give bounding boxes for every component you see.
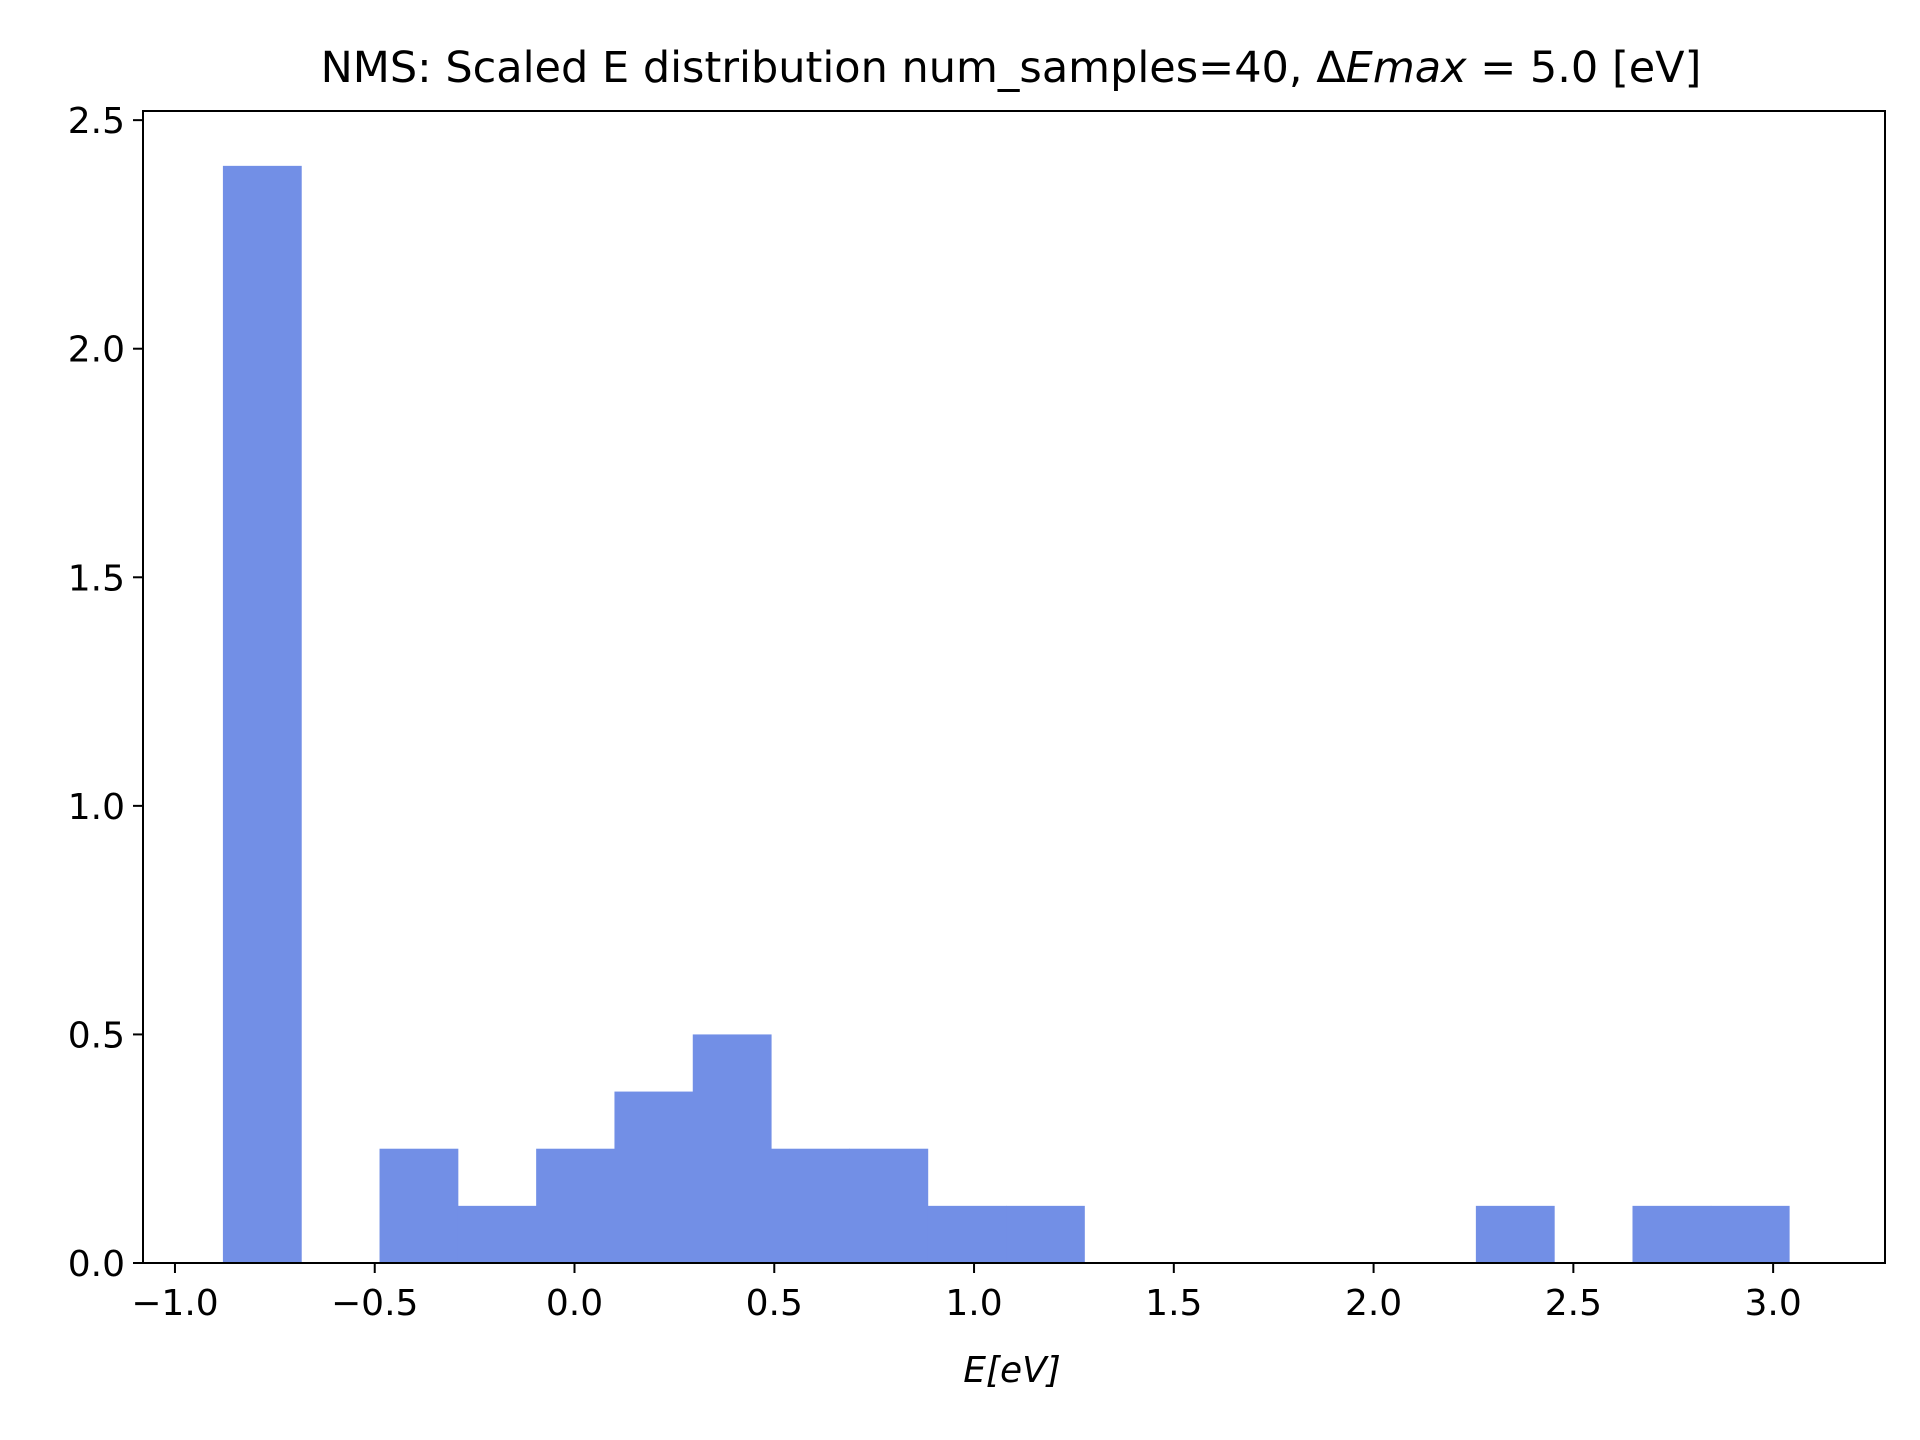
chart-title-italic: Emax (1346, 43, 1467, 93)
x-tick-label: 0.0 (546, 1283, 603, 1324)
histogram-bar (1632, 1205, 1712, 1263)
x-tick-label: −1.0 (131, 1283, 218, 1324)
histogram-bar (1006, 1205, 1085, 1263)
x-tick-label: −0.5 (331, 1283, 418, 1324)
histogram-bar (1475, 1205, 1555, 1263)
y-tick-label: 2.0 (68, 330, 125, 371)
histogram-bar (692, 1034, 772, 1263)
x-tick-label: 1.0 (945, 1283, 1002, 1324)
plot-frame (142, 110, 1886, 1264)
x-tick-label: 2.5 (1545, 1283, 1602, 1324)
chart-title-delta: Δ (1316, 43, 1346, 93)
plot-area (142, 110, 1886, 1264)
y-axis: 0.0 0.5 1.0 1.5 2.0 2.5 (68, 101, 143, 1285)
histogram-bar (927, 1205, 1007, 1263)
histogram-bar (614, 1091, 694, 1263)
x-tick-label: 2.0 (1345, 1283, 1402, 1324)
y-tick-label: 1.0 (68, 787, 125, 828)
histogram-bar (849, 1148, 929, 1263)
y-tick-label: 0.5 (68, 1015, 125, 1056)
histogram-bars (222, 165, 1790, 1263)
histogram-bar (222, 165, 302, 1263)
x-axis-label: E[eV] (963, 1350, 1061, 1391)
x-axis: −1.0 −0.5 0.0 0.5 1.0 1.5 2.0 2.5 3.0 (131, 1263, 1802, 1324)
chart-title: NMS: Scaled E distribution num_samples=4… (321, 43, 1702, 93)
histogram-bar (457, 1205, 537, 1263)
y-tick-label: 1.5 (68, 558, 125, 599)
x-tick-label: 1.5 (1145, 1283, 1202, 1324)
y-tick-label: 0.0 (68, 1244, 125, 1285)
histogram-bar (536, 1148, 615, 1263)
chart-title-suffix: = 5.0 [eV] (1467, 43, 1702, 93)
histogram-bar (771, 1148, 850, 1263)
chart-title-prefix: NMS: Scaled E distribution num_samples=4… (321, 43, 1317, 93)
y-tick-label: 2.5 (68, 101, 125, 142)
x-tick-label: 0.5 (746, 1283, 803, 1324)
histogram-bar (379, 1148, 459, 1263)
x-tick-label: 3.0 (1744, 1283, 1801, 1324)
histogram-bar (1710, 1205, 1790, 1263)
